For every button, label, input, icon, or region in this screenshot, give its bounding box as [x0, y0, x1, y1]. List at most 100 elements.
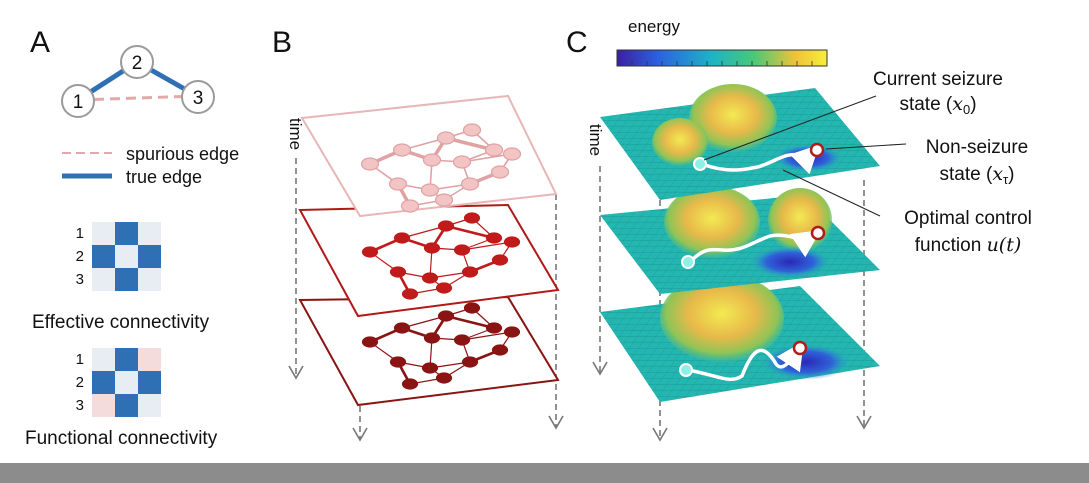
middle-network-node — [461, 266, 479, 278]
panel-b: B time — [272, 26, 564, 442]
middle-network-node — [437, 220, 455, 232]
svg-text:1: 1 — [73, 92, 84, 113]
panel-letter-c: C — [566, 26, 588, 59]
effective-matrix-cell — [92, 222, 115, 245]
middle-network-edge — [461, 241, 513, 251]
functional-matrix-cell — [115, 394, 138, 417]
effective-matrix: 1 2 3 — [76, 222, 161, 291]
effective-matrix-cell — [92, 268, 115, 291]
svg-text:state (xτ): state (xτ) — [940, 163, 1015, 187]
bottom-network-node — [435, 372, 453, 384]
effective-matrix-cell — [92, 245, 115, 268]
svg-text:3: 3 — [76, 397, 84, 414]
functional-matrix-cell — [92, 348, 115, 371]
panel-letter-a: A — [30, 26, 50, 59]
bottom-network-node — [463, 302, 481, 314]
functional-matrix-cell — [138, 371, 161, 394]
bottom-network-node — [423, 332, 441, 344]
bottom-network-node — [389, 356, 407, 368]
bottom-network-edge — [445, 314, 495, 330]
time-axis-b: time — [286, 118, 305, 380]
layer-bottom — [298, 295, 560, 407]
middle-network-node — [389, 266, 407, 278]
svg-text:function u(t): function u(t) — [915, 234, 1022, 256]
bottom-network-edge — [461, 331, 513, 341]
annotation-leaders — [703, 95, 907, 217]
spurious-edge-label: spurious edge — [126, 144, 239, 164]
energy-surface-middle — [600, 186, 880, 294]
middle-network-node — [503, 236, 521, 248]
functional-matrix-cell — [115, 371, 138, 394]
svg-text:1: 1 — [76, 225, 84, 242]
legend-a: spurious edge true edge — [62, 144, 239, 187]
functional-matrix: 1 2 3 — [76, 348, 161, 417]
middle-network-node — [401, 288, 419, 300]
top-network-node — [502, 147, 522, 161]
top-network-node — [360, 157, 380, 171]
middle-network-node — [453, 244, 471, 256]
annotation-nonseizure-state: Non-seizure state (xτ) — [926, 137, 1028, 187]
effective-matrix-cell — [138, 222, 161, 245]
annotation-current-state: Current seizure state (x0) — [873, 69, 1003, 117]
middle-network-node — [393, 232, 411, 244]
svg-text:1: 1 — [76, 351, 84, 368]
effective-matrix-cell — [138, 245, 161, 268]
effective-matrix-cell — [115, 245, 138, 268]
top-network-node — [452, 155, 472, 169]
functional-matrix-cell — [92, 371, 115, 394]
node-2: 2 — [120, 45, 154, 79]
effective-matrix-cell — [138, 268, 161, 291]
energy-colorbar: energy — [616, 17, 828, 67]
annotation-optimal-control: Optimal control function u(t) — [904, 208, 1032, 256]
panel-letter-b: B — [272, 26, 292, 59]
bottom-network-node — [491, 344, 509, 356]
true-edge-label: true edge — [126, 167, 202, 187]
time-axis-c: time — [586, 124, 608, 376]
energy-surface-bottom — [600, 274, 880, 402]
layer-middle — [298, 203, 560, 318]
top-network-node — [436, 131, 456, 145]
middle-network-node — [361, 246, 379, 258]
effective-matrix-cell — [115, 268, 138, 291]
functional-matrix-cell — [138, 394, 161, 417]
middle-network-node — [463, 212, 481, 224]
middle-network-node — [421, 272, 439, 284]
effective-matrix-cell — [115, 222, 138, 245]
bottom-network-node — [421, 362, 439, 374]
bottom-divider-bar — [0, 463, 1089, 483]
top-network-node — [490, 165, 510, 179]
node-3: 3 — [181, 80, 215, 114]
svg-text:Non-seizure: Non-seizure — [926, 137, 1028, 158]
spurious-edge-1-3 — [77, 94, 198, 102]
colorbar-label: energy — [628, 17, 680, 36]
svg-text:3: 3 — [76, 271, 84, 288]
top-network-node — [400, 199, 420, 213]
svg-text:2: 2 — [76, 248, 84, 265]
bottom-network-node — [485, 322, 503, 334]
middle-network-node — [485, 232, 503, 244]
energy-surface-top — [600, 84, 880, 200]
top-network-node — [392, 143, 412, 157]
bottom-network-node — [361, 336, 379, 348]
functional-matrix-cell — [92, 394, 115, 417]
bottom-network-node — [393, 322, 411, 334]
top-network-node — [422, 153, 442, 167]
svg-text:2: 2 — [76, 374, 84, 391]
time-label-b: time — [286, 118, 305, 150]
top-network-node — [388, 177, 408, 191]
bottom-network-node — [453, 334, 471, 346]
middle-network-node — [491, 254, 509, 266]
graph-a: 2 1 3 — [61, 45, 215, 118]
time-label-c: time — [586, 124, 605, 156]
functional-matrix-cell — [138, 348, 161, 371]
middle-network-node — [435, 282, 453, 294]
svg-text:Current seizure: Current seizure — [873, 69, 1003, 90]
bottom-network-node — [401, 378, 419, 390]
effective-connectivity-title: Effective connectivity — [32, 312, 210, 333]
bottom-network-node — [503, 326, 521, 338]
top-network-node — [460, 177, 480, 191]
panel-c: C energy time — [566, 17, 1032, 442]
svg-text:3: 3 — [193, 88, 204, 109]
top-network-node — [420, 183, 440, 197]
